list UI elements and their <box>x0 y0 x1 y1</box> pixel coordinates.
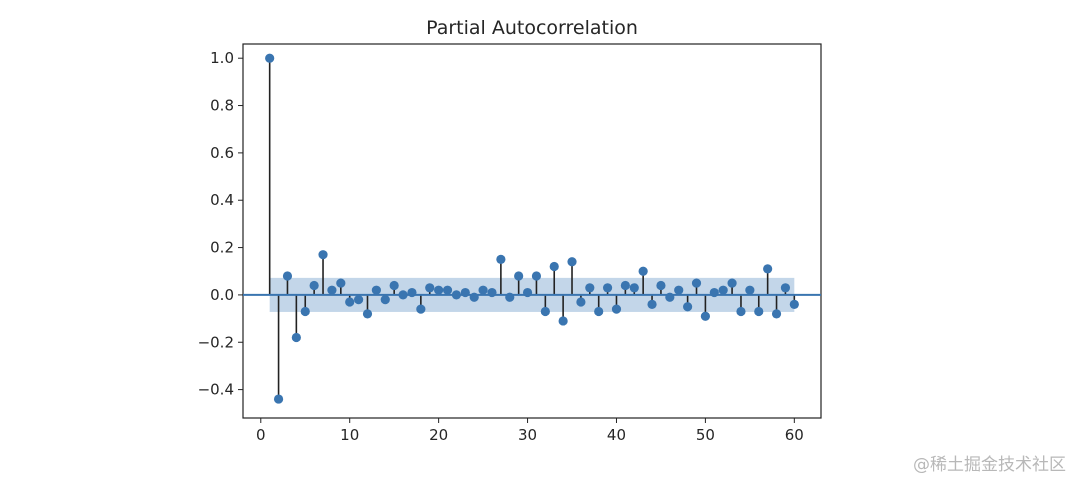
y-tick-label: −0.2 <box>198 333 234 351</box>
data-point <box>771 309 782 319</box>
y-tick-label: −0.4 <box>198 381 234 399</box>
data-point <box>638 266 648 276</box>
data-point <box>558 316 568 326</box>
y-tick-label: 0.8 <box>210 97 234 115</box>
data-point <box>576 297 586 307</box>
data-point <box>451 290 462 300</box>
data-point <box>425 283 435 293</box>
data-point <box>647 299 657 309</box>
x-tick-label: 30 <box>518 426 537 444</box>
data-point <box>478 285 488 295</box>
data-point <box>727 278 737 288</box>
data-point <box>718 285 728 295</box>
data-point <box>291 332 301 343</box>
data-point <box>309 280 319 291</box>
x-tick-label: 60 <box>785 426 804 444</box>
data-point <box>434 285 444 295</box>
data-point <box>602 283 613 293</box>
data-point <box>656 280 666 291</box>
x-tick-label: 0 <box>256 426 266 444</box>
data-point <box>327 285 337 295</box>
y-tick-label: 0.2 <box>210 239 234 257</box>
data-point <box>469 292 479 302</box>
data-point <box>522 287 533 298</box>
data-point <box>496 254 506 265</box>
x-tick-label: 10 <box>340 426 359 444</box>
data-point <box>505 292 515 302</box>
data-point <box>416 304 426 314</box>
data-point <box>709 287 719 298</box>
data-point <box>389 280 399 291</box>
data-point <box>763 264 773 274</box>
data-point <box>460 287 470 298</box>
data-point <box>407 287 417 298</box>
chart-title: Partial Autocorrelation <box>426 17 638 39</box>
data-point <box>745 285 755 295</box>
data-point <box>540 306 550 317</box>
data-point <box>487 287 497 298</box>
data-point <box>336 278 346 288</box>
data-point <box>371 285 381 295</box>
data-point <box>514 271 524 281</box>
data-point <box>442 285 453 295</box>
data-point <box>567 257 577 267</box>
data-point <box>683 302 693 312</box>
data-point <box>780 283 791 293</box>
data-point <box>736 306 746 317</box>
data-point <box>380 295 390 305</box>
data-point <box>354 295 364 305</box>
data-point <box>665 292 675 302</box>
data-point <box>611 304 622 314</box>
x-tick-label: 40 <box>607 426 626 444</box>
y-tick-label: 0.6 <box>210 144 234 162</box>
data-point <box>691 278 702 288</box>
data-point <box>585 283 595 293</box>
watermark: @稀土掘金技术社区 <box>913 455 1066 475</box>
y-tick-label: 0.0 <box>210 286 234 304</box>
y-tick-label: 0.4 <box>210 191 234 209</box>
data-point <box>531 271 542 281</box>
data-point <box>282 271 293 281</box>
data-point <box>754 306 764 317</box>
x-tick-label: 20 <box>429 426 448 444</box>
data-point <box>594 306 604 317</box>
data-point <box>265 53 275 63</box>
plot-frame <box>242 43 822 419</box>
data-point <box>674 285 684 295</box>
data-point <box>318 250 328 260</box>
data-point <box>362 309 373 319</box>
data-point <box>300 306 310 317</box>
data-point <box>789 299 799 309</box>
data-point <box>273 394 284 404</box>
data-point <box>345 297 355 307</box>
y-tick-label: 1.0 <box>210 49 234 67</box>
x-tick-label: 50 <box>696 426 715 444</box>
data-point <box>629 283 639 293</box>
data-point <box>620 280 630 291</box>
data-point <box>549 261 559 272</box>
data-point <box>700 311 711 321</box>
data-point <box>398 290 408 300</box>
